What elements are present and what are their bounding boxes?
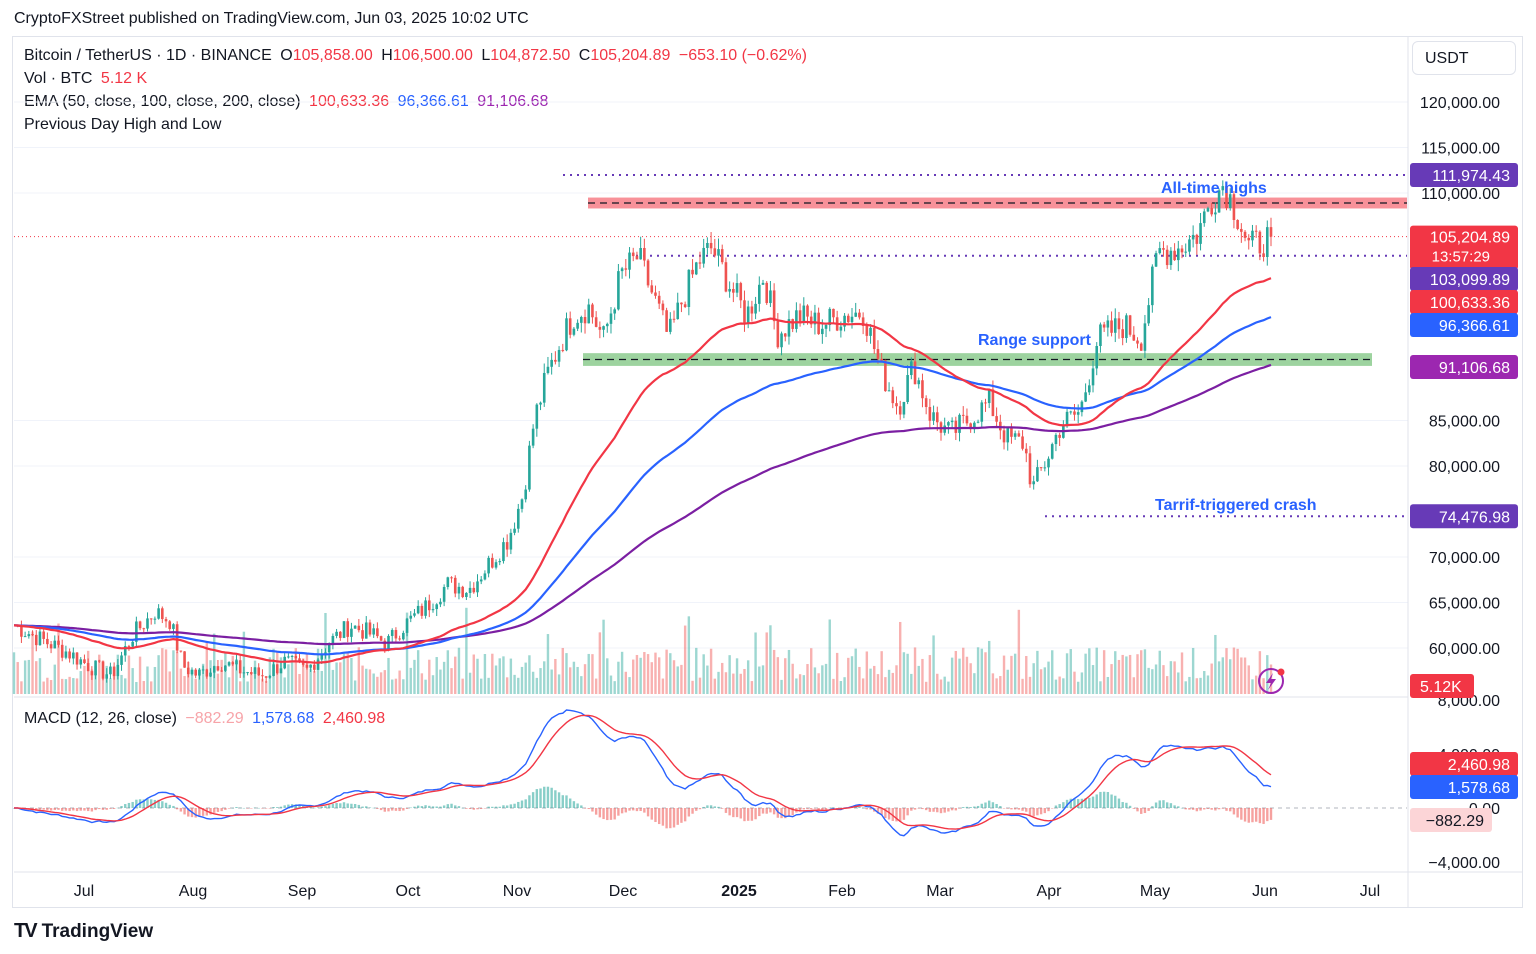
ema-label: EMA (50, close, 100, close, 200, close): [24, 93, 301, 110]
volume-value: 5.12 K: [100, 70, 148, 87]
symbol-legend: Bitcoin / TetherUS · 1D · BINANCE O105,8…: [24, 47, 811, 65]
tradingview-wordmark: TradingView: [41, 920, 154, 942]
macd-line-value: 1,578.68: [252, 710, 315, 727]
macd-signal-value: 2,460.98: [322, 710, 386, 727]
change-value: −653.10 (−0.62%): [678, 47, 807, 64]
pdhl-legend[interactable]: Previous Day High and Low: [24, 116, 225, 134]
chart-frame: [12, 36, 1523, 908]
currency-selector[interactable]: USDT: [1412, 41, 1516, 75]
open-label: O: [280, 47, 293, 64]
macd-hist-value: −882.29: [185, 710, 244, 727]
ema-legend[interactable]: EMA (50, close, 100, close, 200, close) …: [24, 93, 552, 111]
close-value: 105,204.89: [590, 47, 671, 64]
tradingview-brand[interactable]: TV TradingView: [14, 920, 153, 943]
published-caption: CryptoFXStreet published on TradingView.…: [14, 10, 529, 27]
volume-label: Vol · BTC: [24, 70, 93, 87]
open-value: 105,858.00: [292, 47, 373, 64]
tradingview-logo: TV: [14, 920, 38, 942]
macd-label: MACD (12, 26, close): [24, 710, 177, 727]
close-label: C: [578, 47, 591, 64]
ema50-value: 100,633.36: [309, 93, 390, 110]
ema100-value: 96,366.61: [397, 93, 469, 110]
macd-legend[interactable]: MACD (12, 26, close) −882.29 1,578.68 2,…: [24, 710, 389, 728]
volume-legend[interactable]: Vol · BTC 5.12 K: [24, 70, 151, 88]
high-label: H: [381, 47, 393, 64]
symbol-name[interactable]: Bitcoin / TetherUS · 1D · BINANCE: [24, 47, 272, 64]
low-value: 104,872.50: [490, 47, 571, 64]
pdhl-label: Previous Day High and Low: [24, 116, 222, 133]
low-label: L: [481, 47, 491, 64]
high-value: 106,500.00: [392, 47, 473, 64]
ema200-value: 91,106.68: [477, 93, 549, 110]
